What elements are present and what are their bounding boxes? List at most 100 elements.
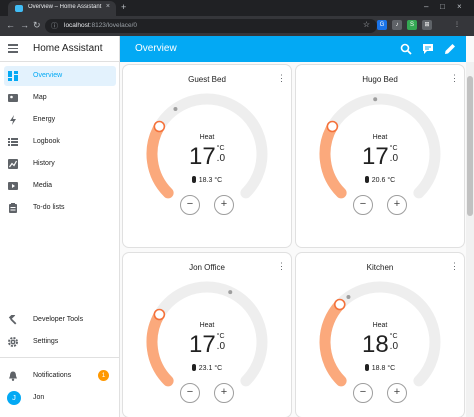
forward-arrow-icon[interactable]: → [20, 20, 29, 30]
more-options-icon[interactable]: ⋮ [450, 261, 459, 271]
bookmark-star-icon[interactable]: ☆ [362, 20, 370, 29]
scrollbar-track[interactable] [466, 62, 474, 417]
target-temperature: 17 °C .0 [361, 143, 399, 170]
decrease-temperature-button[interactable]: − [353, 383, 373, 403]
sidebar-item-energy[interactable]: Energy [4, 110, 116, 130]
sidebar-item-map[interactable]: Map [4, 88, 116, 108]
hvac-mode: Heat [372, 134, 388, 141]
thermostat-name: Hugo Bed [362, 75, 398, 84]
menu-toggle-icon[interactable] [8, 44, 18, 54]
sidebar-item-label: To-do lists [33, 204, 65, 211]
more-options-icon[interactable]: ⋮ [450, 73, 459, 83]
thermostat-card-guest-bed: Guest Bed ⋮ Heat 17 °C .0 18.3 °C − + [123, 65, 291, 247]
thermostat-dial[interactable] [296, 253, 464, 413]
sidebar-item-label: Logbook [33, 138, 60, 145]
thermostat-name: Jon Office [189, 263, 225, 272]
more-options-icon[interactable]: ⋮ [277, 261, 286, 271]
target-temperature: 17 °C .0 [188, 143, 226, 170]
more-options-icon[interactable]: ⋮ [277, 73, 286, 83]
thermometer-icon [191, 176, 196, 183]
minimize-icon[interactable]: – [424, 2, 429, 11]
extension-g-icon[interactable]: G [377, 20, 387, 30]
top-app-bar: Overview [120, 36, 466, 62]
dial-heat-range [319, 121, 347, 199]
current-temperature: 23.1 °C [123, 364, 291, 372]
current-temperature-marker [346, 294, 351, 299]
decrease-temperature-button[interactable]: − [180, 383, 200, 403]
extension-s-icon[interactable]: S [407, 20, 417, 30]
tab-close-icon[interactable]: × [105, 3, 110, 10]
sidebar-item-settings[interactable]: Settings [4, 332, 116, 352]
target-temperature-handle[interactable] [153, 120, 166, 133]
hvac-mode: Heat [199, 322, 215, 329]
sidebar-item-label: Settings [33, 338, 59, 345]
hammer-icon [8, 315, 17, 325]
bell-icon [9, 371, 17, 381]
target-temperature: 17 °C .0 [188, 331, 226, 358]
increase-temperature-button[interactable]: + [387, 195, 407, 215]
thermometer-icon [191, 364, 196, 371]
hvac-mode: Heat [372, 322, 388, 329]
clipboard-icon [9, 203, 17, 213]
increase-temperature-button[interactable]: + [214, 195, 234, 215]
extensions-puzzle-icon[interactable]: ⊞ [422, 20, 432, 30]
sidebar-item-label: Energy [33, 116, 56, 123]
list-icon [8, 138, 18, 146]
window-close-icon[interactable]: × [457, 2, 462, 11]
address-bar[interactable]: ⓘ localhost:8123/lovelace/0 ☆ [45, 19, 377, 33]
dial-heat-range [146, 309, 174, 387]
browser-tab-bar: Overview – Home Assistant × + – □ × [0, 0, 474, 16]
thermostat-dial[interactable] [123, 65, 291, 225]
sidebar-item-label: Developer Tools [33, 316, 84, 323]
back-arrow-icon[interactable]: ← [6, 20, 15, 30]
target-temperature-handle[interactable] [333, 298, 346, 311]
browser-menu-icon[interactable]: ⋮ [454, 22, 460, 28]
thermostat-dial[interactable] [123, 253, 291, 413]
sidebar-item-notifications[interactable]: Notifications 1 [4, 366, 116, 386]
search-icon[interactable] [399, 42, 413, 56]
current-temperature: 20.6 °C [296, 176, 464, 184]
site-info-icon[interactable]: ⓘ [51, 23, 58, 30]
sidebar-item-overview[interactable]: Overview [4, 66, 116, 86]
maximize-icon[interactable]: □ [440, 2, 445, 11]
chat-icon[interactable] [421, 42, 435, 56]
media-icon [8, 182, 18, 190]
current-temperature-marker [228, 290, 233, 295]
target-temperature: 18 °C .0 [361, 331, 399, 358]
scrollbar-thumb[interactable] [467, 76, 473, 216]
sidebar-item-user[interactable]: J Jon [4, 388, 116, 408]
map-icon [8, 94, 18, 102]
user-name: Jon [33, 394, 45, 401]
browser-tab-title: Overview – Home Assistant [28, 4, 102, 10]
increase-temperature-button[interactable]: + [214, 383, 234, 403]
decrease-temperature-button[interactable]: − [180, 195, 200, 215]
thermostat-card-kitchen: Kitchen ⋮ Heat 18 °C .0 18.8 °C − + [296, 253, 464, 417]
notification-count-badge: 1 [98, 370, 109, 381]
sidebar-title: Home Assistant [33, 43, 103, 54]
lightning-icon [10, 115, 16, 125]
extension-music-icon[interactable]: ♪ [392, 20, 402, 30]
thermostat-dial[interactable] [296, 65, 464, 225]
sidebar-item-label: Notifications [33, 372, 72, 379]
sidebar-item-todo-lists[interactable]: To-do lists [4, 198, 116, 218]
thermostat-name: Kitchen [366, 263, 394, 272]
sidebar-item-media[interactable]: Media [4, 176, 116, 196]
decrease-temperature-button[interactable]: − [353, 195, 373, 215]
sidebar: Home Assistant Overview Map Energy Logbo… [0, 36, 120, 417]
reload-icon[interactable]: ↻ [33, 20, 41, 30]
browser-toolbar: ← → ↻ ⓘ localhost:8123/lovelace/0 ☆ [0, 16, 474, 36]
target-temperature-handle[interactable] [326, 120, 339, 133]
pencil-icon[interactable] [443, 42, 457, 56]
thermostat-name: Guest Bed [188, 75, 226, 84]
target-temperature-handle[interactable] [153, 308, 166, 321]
gear-icon [8, 337, 18, 347]
home-assistant-app: Home Assistant Overview Map Energy Logbo… [0, 36, 474, 417]
home-assistant-favicon-icon [15, 5, 23, 12]
new-tab-button[interactable]: + [121, 2, 127, 12]
sidebar-item-developer-tools[interactable]: Developer Tools [4, 310, 116, 330]
sidebar-item-label: Overview [33, 72, 63, 79]
sidebar-item-logbook[interactable]: Logbook [4, 132, 116, 152]
increase-temperature-button[interactable]: + [387, 383, 407, 403]
browser-tab[interactable]: Overview – Home Assistant × [8, 1, 116, 16]
sidebar-item-history[interactable]: History [4, 154, 116, 174]
